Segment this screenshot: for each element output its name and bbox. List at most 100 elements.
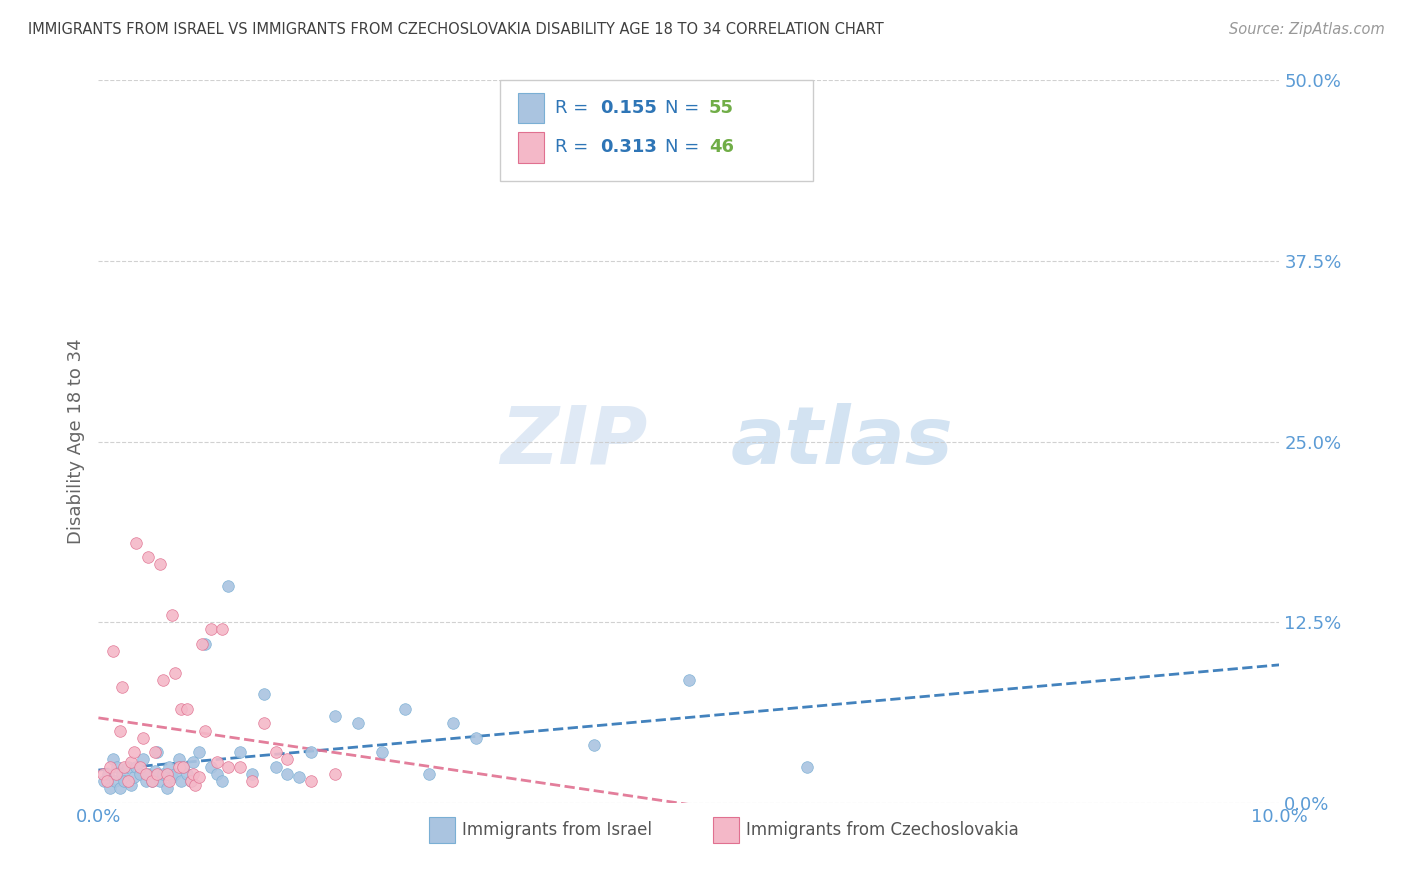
Point (205, 756, 228, 770)
Point (205, 767, 228, 781)
Text: R =: R = (555, 138, 595, 156)
Point (128, 760, 150, 774)
Point (156, 781, 179, 796)
Point (194, 723, 217, 738)
Text: Source: ZipAtlas.com: Source: ZipAtlas.com (1229, 22, 1385, 37)
Point (187, 770, 209, 784)
Point (98, 781, 121, 796)
Point (143, 745, 166, 759)
Point (181, 756, 204, 770)
Point (146, 745, 169, 759)
Point (323, 767, 346, 781)
Point (112, 760, 135, 774)
Point (121, 756, 143, 770)
Point (93, 774, 115, 789)
FancyBboxPatch shape (713, 817, 738, 843)
Point (156, 767, 179, 781)
Point (122, 770, 145, 784)
Point (276, 752, 298, 766)
Point (170, 702, 193, 716)
Point (149, 558, 172, 572)
Point (211, 623, 233, 637)
Point (200, 760, 222, 774)
Point (125, 535, 148, 549)
Point (167, 752, 190, 766)
Point (117, 774, 139, 789)
Point (180, 774, 202, 789)
Point (146, 767, 169, 781)
Point (191, 637, 214, 651)
Text: N =: N = (665, 99, 706, 117)
Point (264, 760, 287, 774)
Point (152, 767, 174, 781)
Point (229, 760, 252, 774)
Point (678, 673, 700, 687)
Point (253, 716, 276, 731)
Point (217, 760, 239, 774)
Point (229, 745, 252, 759)
Point (141, 774, 163, 789)
Point (97, 767, 120, 781)
Point (172, 760, 194, 774)
Point (465, 731, 488, 745)
Point (187, 745, 209, 759)
Point (152, 673, 174, 687)
Text: IMMIGRANTS FROM ISRAEL VS IMMIGRANTS FROM CZECHOSLOVAKIA DISABILITY AGE 18 TO 34: IMMIGRANTS FROM ISRAEL VS IMMIGRANTS FRO… (28, 22, 884, 37)
Point (299, 774, 322, 789)
Point (122, 745, 145, 759)
Point (136, 767, 159, 781)
Text: ZIP: ZIP (501, 402, 648, 481)
Text: Immigrants from Czechoslovakia: Immigrants from Czechoslovakia (745, 822, 1018, 839)
Text: R =: R = (555, 99, 595, 117)
Point (104, 774, 127, 789)
Point (112, 774, 135, 789)
FancyBboxPatch shape (429, 817, 456, 843)
Point (157, 760, 180, 774)
Point (323, 709, 346, 723)
Point (157, 774, 180, 789)
FancyBboxPatch shape (517, 132, 544, 162)
Point (128, 767, 150, 781)
Point (264, 745, 287, 759)
Point (371, 745, 394, 759)
Text: 0.155: 0.155 (600, 99, 657, 117)
Point (583, 738, 606, 752)
Point (105, 767, 128, 781)
Text: Immigrants from Israel: Immigrants from Israel (463, 822, 652, 839)
Point (101, 752, 124, 766)
Point (98, 760, 121, 774)
Text: 46: 46 (709, 138, 734, 156)
Text: 0.313: 0.313 (600, 138, 657, 156)
Point (288, 770, 311, 784)
Text: N =: N = (665, 138, 706, 156)
Point (96, 774, 118, 789)
Point (149, 774, 172, 789)
Point (176, 767, 198, 781)
Point (176, 702, 198, 716)
Point (796, 760, 818, 774)
Point (253, 687, 276, 701)
Point (108, 723, 131, 738)
Point (160, 770, 183, 784)
Point (240, 774, 263, 789)
Point (136, 550, 159, 565)
Y-axis label: Disability Age 18 to 34: Disability Age 18 to 34 (66, 339, 84, 544)
Point (141, 774, 163, 789)
FancyBboxPatch shape (517, 93, 544, 123)
Point (418, 767, 440, 781)
Point (217, 579, 239, 593)
Point (108, 781, 131, 796)
Point (117, 760, 139, 774)
Point (135, 774, 157, 789)
Point (135, 767, 157, 781)
Point (132, 731, 155, 745)
Text: atlas: atlas (730, 402, 953, 481)
Point (121, 779, 143, 793)
Point (347, 716, 370, 731)
Point (170, 774, 193, 789)
Point (105, 760, 128, 774)
Point (111, 680, 134, 694)
Point (125, 760, 148, 774)
Point (167, 760, 190, 774)
Point (181, 767, 204, 781)
